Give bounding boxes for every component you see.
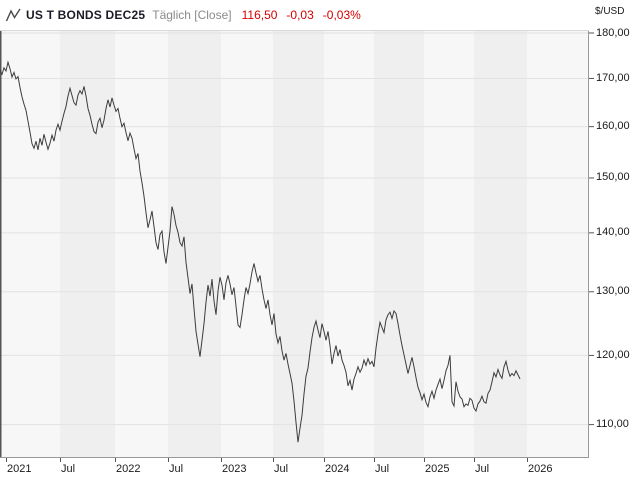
- instrument-title: US T BONDS DEC25: [26, 8, 146, 22]
- x-axis-tick-label: 2024: [325, 463, 350, 475]
- y-axis-tick-label: 150,00: [596, 171, 630, 184]
- y-axis-tick-label: 130,00: [596, 285, 630, 298]
- x-axis-tick-label: 2023: [222, 463, 247, 475]
- chart-header: US T BONDS DEC25 Täglich [Close] 116,50 …: [0, 0, 640, 30]
- y-axis-tick-label: 160,00: [596, 120, 630, 133]
- x-axis-tick-label: Jul: [375, 463, 390, 475]
- x-axis-tick-label: Jul: [274, 463, 289, 475]
- y-axis-tick-label: 180,00: [596, 26, 630, 39]
- price-change: -0,03: [286, 8, 314, 22]
- y-axis-tick-label: 110,00: [596, 418, 629, 431]
- x-axis-tick-label: 2026: [528, 463, 553, 475]
- y-axis-tick-label: 170,00: [596, 71, 630, 84]
- x-axis-tick-label: 2021: [7, 463, 32, 475]
- last-price: 116,50: [241, 8, 278, 22]
- y-axis-tick-label: 140,00: [596, 226, 630, 239]
- line-chart-icon: [5, 7, 22, 24]
- x-axis-tick-label: 2025: [425, 463, 450, 475]
- chart-mode-label: Täglich [Close]: [152, 8, 232, 22]
- price-change-percent: -0,03%: [322, 8, 361, 22]
- x-axis-tick-label: Jul: [169, 463, 184, 475]
- x-axis-tick-label: Jul: [61, 463, 76, 475]
- x-axis-tick-label: Jul: [475, 463, 490, 475]
- x-axis-tick-label: 2022: [116, 463, 141, 475]
- y-axis-tick-label: 120,00: [596, 348, 630, 361]
- y-axis-unit: $/USD: [595, 6, 625, 17]
